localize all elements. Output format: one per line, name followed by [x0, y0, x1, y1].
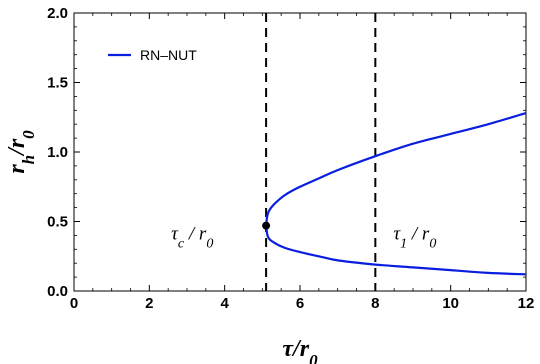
vline-annotation: τc / r0	[171, 224, 213, 252]
vline-annotation: τ1 / r0	[393, 224, 436, 252]
legend-label: RN–NUT	[140, 47, 197, 63]
series-group	[262, 112, 527, 276]
x-tick-label: 12	[518, 295, 535, 312]
x-tick-label: 6	[296, 295, 304, 312]
x-tick-label: 10	[442, 295, 459, 312]
x-tick-label: 2	[145, 295, 153, 312]
y-axis-label: rh/r0	[4, 130, 38, 174]
annotations: τc / r0 τ1 / r0	[171, 224, 436, 252]
x-tick-label: 4	[220, 295, 229, 312]
tick-labels: 0 2 4 6 8 10 12 0.0 0.5 1.0 1.5 2.0	[47, 5, 534, 312]
y-tick-label: 1.5	[47, 75, 68, 92]
x-tick-label: 8	[371, 295, 379, 312]
legend: RN–NUT	[108, 47, 197, 63]
axis-labels: τ/r0 rh/r0	[4, 130, 318, 364]
y-tick-label: 1.0	[47, 144, 68, 161]
series-line-lower-branch	[265, 225, 527, 276]
series-line-upper-branch	[265, 112, 527, 226]
y-tick-label: 0.0	[47, 283, 68, 300]
y-tick-label: 2.0	[47, 5, 68, 22]
vertical-reference-lines	[265, 13, 377, 291]
critical-point-marker	[262, 221, 271, 230]
x-axis-label: τ/r0	[282, 336, 318, 364]
y-tick-label: 0.5	[47, 214, 68, 231]
x-tick-label: 0	[70, 295, 78, 312]
